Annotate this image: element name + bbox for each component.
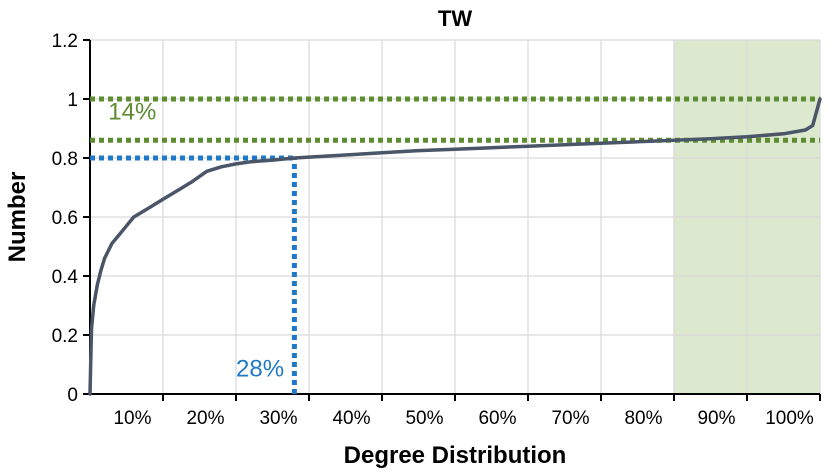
series-line bbox=[88, 97, 822, 396]
chart-title: TW bbox=[438, 6, 472, 31]
y-tick-label: 1 bbox=[67, 90, 78, 111]
y-tick-label: 0.2 bbox=[52, 326, 78, 347]
y-tick-labels: 0 0.2 0.4 0.6 0.8 1 1.2 bbox=[52, 31, 90, 406]
y-tick-label: 0.6 bbox=[52, 208, 78, 229]
x-tick-label: 90% bbox=[697, 408, 735, 429]
x-tick-label: 40% bbox=[332, 408, 370, 429]
y-tick-label: 0 bbox=[67, 385, 78, 406]
x-tick-label: 70% bbox=[551, 408, 589, 429]
x-tick-label: 100% bbox=[765, 408, 814, 429]
x-tick-label: 60% bbox=[478, 408, 516, 429]
annotation-28-percent: 28% bbox=[236, 355, 284, 382]
x-axis-title: Degree Distribution bbox=[344, 442, 567, 469]
x-tick-label: 10% bbox=[113, 408, 151, 429]
x-tick-label: 20% bbox=[186, 408, 224, 429]
y-axis-title: Number bbox=[4, 172, 31, 263]
x-tick-label: 80% bbox=[624, 408, 662, 429]
x-tick-label: 50% bbox=[405, 408, 443, 429]
y-tick-label: 1.2 bbox=[52, 31, 78, 52]
x-tick-labels: 10% 20% 30% 40% 50% 60% 70% 80% 90% 100% bbox=[113, 394, 821, 429]
x-tick-label: 30% bbox=[259, 408, 297, 429]
y-tick-label: 0.4 bbox=[52, 267, 79, 288]
y-tick-label: 0.8 bbox=[52, 149, 78, 170]
annotation-14-percent: 14% bbox=[108, 99, 156, 126]
